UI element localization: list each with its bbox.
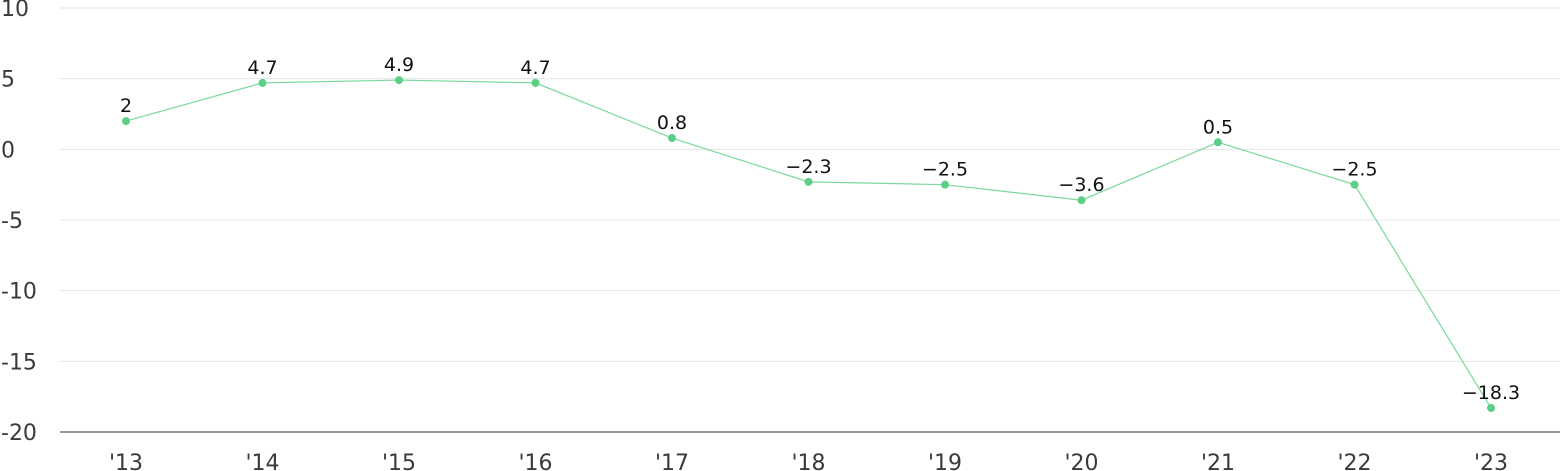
data-label: −18.3: [1462, 382, 1520, 404]
data-points: [122, 76, 1495, 412]
data-point: [1077, 196, 1086, 205]
data-label: −2.5: [922, 159, 968, 181]
series-line: [125, 79, 1492, 409]
x-tick-label: '22: [1337, 451, 1371, 471]
data-label: 4.7: [247, 57, 277, 79]
y-tick-label: 0: [1, 138, 15, 163]
data-point: [668, 134, 676, 143]
y-axis-ticks: 10 5 0 -5 -10 -15 -20: [1, 0, 37, 446]
x-tick-label: '13: [109, 451, 143, 471]
data-label: −2.5: [1331, 159, 1377, 181]
data-label: 2: [120, 95, 132, 117]
data-point: [531, 78, 540, 87]
data-label: 4.7: [520, 57, 550, 79]
y-tick-label: -20: [1, 421, 37, 446]
y-tick-label: 5: [1, 68, 15, 93]
data-label: −3.6: [1058, 174, 1104, 196]
data-point: [804, 177, 813, 186]
data-labels: 2 4.7 4.9 4.7 0.8 −2.3 −2.5 −3.6 0.5 −2.5 −18.3: [120, 54, 1520, 404]
x-tick-label: '18: [791, 451, 825, 471]
x-tick-label: '14: [245, 451, 279, 471]
x-tick-label: '20: [1064, 451, 1098, 471]
data-label: 0.5: [1203, 116, 1233, 138]
y-tick-label: -15: [1, 350, 37, 375]
x-tick-label: '19: [928, 451, 962, 471]
y-tick-label: -10: [1, 280, 37, 305]
data-label: −2.3: [785, 156, 831, 178]
y-tick-label: 10: [1, 0, 29, 22]
data-point: [941, 180, 949, 189]
x-tick-label: '15: [382, 451, 416, 471]
data-point: [258, 78, 267, 87]
x-tick-label: '17: [655, 451, 689, 471]
data-point: [1487, 403, 1495, 412]
data-label: 4.9: [384, 54, 414, 76]
data-point: [395, 76, 403, 85]
x-tick-label: '21: [1201, 451, 1235, 471]
data-point: [1350, 180, 1359, 189]
gridlines: [60, 7, 1560, 362]
x-axis-ticks: '13 '14 '15 '16 '17 '18 '19 '20 '21 '22 '23: [109, 451, 1508, 471]
y-tick-label: -5: [1, 209, 23, 234]
data-point: [1214, 138, 1222, 147]
x-tick-label: '16: [518, 451, 552, 471]
data-point: [122, 117, 130, 126]
x-tick-label: '23: [1474, 451, 1508, 471]
data-label: 0.8: [657, 112, 687, 134]
